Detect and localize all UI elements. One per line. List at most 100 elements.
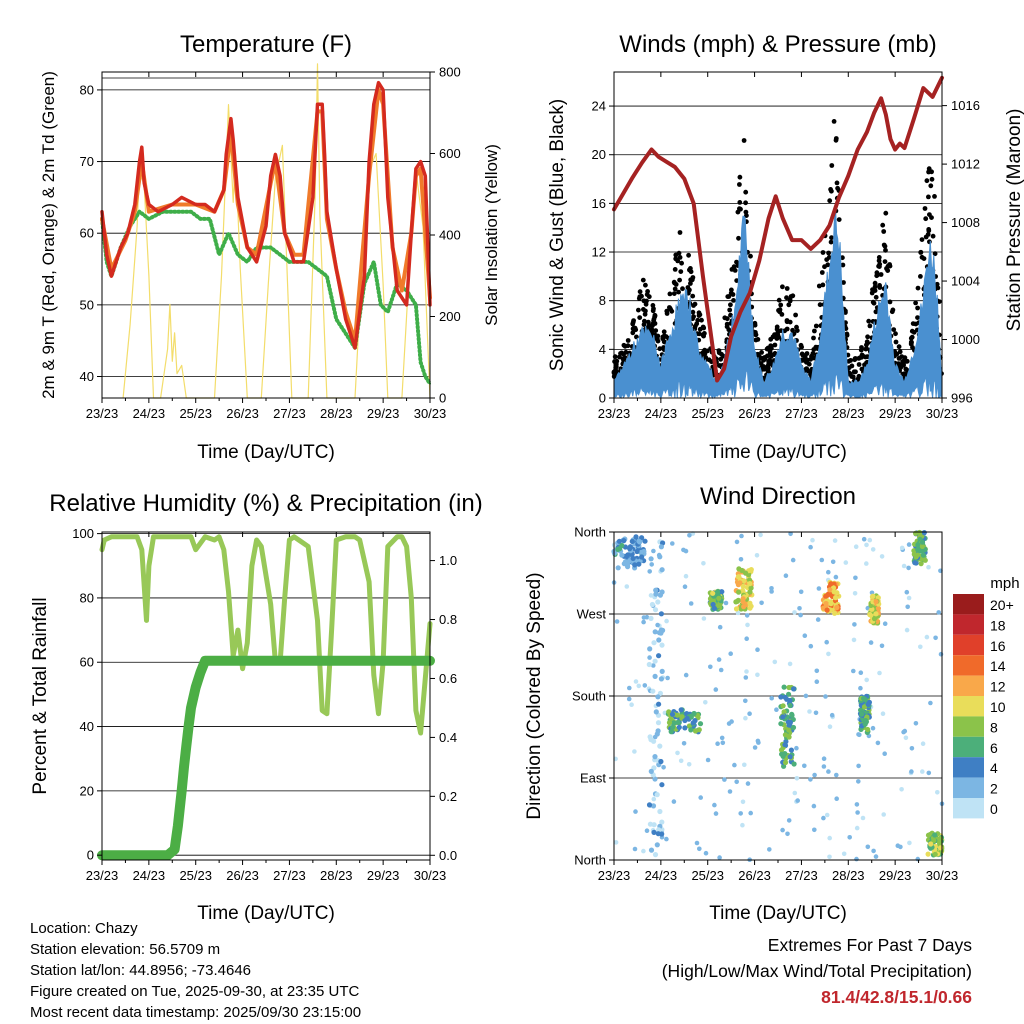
- direction-point: [708, 664, 713, 670]
- direction-point: [864, 561, 869, 566]
- humidity-xtick-label: 30/23: [414, 868, 447, 883]
- direction-point: [740, 799, 746, 805]
- gust-point: [887, 299, 893, 305]
- humidity-ytick-label: 20: [80, 783, 94, 798]
- gust-point: [825, 262, 831, 268]
- direction-point: [843, 560, 849, 565]
- direction-point: [701, 616, 707, 621]
- direction-point: [881, 812, 886, 817]
- direction-point: [743, 715, 748, 721]
- direction-point: [652, 754, 658, 760]
- winds-ytick-label: 4: [599, 342, 606, 357]
- gust-point: [637, 289, 643, 295]
- direction-point: [913, 721, 919, 726]
- gust-point: [640, 277, 646, 283]
- direction-point: [925, 851, 931, 857]
- direction-point: [922, 557, 928, 563]
- direction-point: [675, 719, 681, 726]
- direction-point: [780, 714, 786, 720]
- gust-point: [685, 285, 691, 290]
- direction-point: [824, 607, 830, 613]
- direction-point: [632, 749, 637, 754]
- gust-point: [776, 308, 781, 313]
- direction-point: [781, 709, 787, 715]
- direction-point: [862, 721, 868, 727]
- legend-swatch: [953, 757, 984, 778]
- direction-point: [648, 615, 654, 622]
- gust-point: [736, 235, 741, 241]
- legend-label: 16: [990, 638, 1006, 654]
- gust-point: [817, 302, 823, 308]
- direction-point: [851, 637, 857, 643]
- direction-point: [656, 827, 662, 833]
- direction-point: [686, 762, 692, 767]
- direction-point: [786, 684, 792, 691]
- direction-point: [682, 584, 688, 589]
- gust-point: [897, 349, 903, 355]
- direction-point: [615, 565, 621, 571]
- direction-point: [694, 840, 700, 846]
- direction-point: [879, 643, 885, 649]
- direction-point: [859, 711, 865, 717]
- gust-point: [627, 350, 632, 356]
- direction-point: [719, 735, 725, 741]
- direction-point: [906, 565, 911, 571]
- direction-point: [906, 595, 912, 601]
- direction-point: [861, 704, 868, 710]
- direction-point: [647, 655, 652, 660]
- temperature-y2tick-label: 600: [439, 146, 461, 161]
- direction-point: [786, 691, 792, 697]
- direction-point: [755, 738, 761, 744]
- direction-point: [729, 719, 734, 724]
- direction-point: [754, 553, 760, 558]
- humidity-title: Relative Humidity (%) & Precipitation (i…: [49, 490, 482, 517]
- direction-point: [827, 724, 833, 729]
- direction-point: [713, 811, 719, 816]
- direction-point: [743, 698, 748, 704]
- humidity-xtick-label: 23/23: [86, 868, 119, 883]
- direction-point: [649, 562, 654, 567]
- gust-point: [863, 346, 869, 352]
- direction-point: [652, 776, 658, 782]
- direction-point: [630, 555, 636, 562]
- direction-point: [905, 604, 910, 610]
- direction-point: [682, 725, 688, 731]
- direction-point: [867, 612, 873, 618]
- gust-point: [731, 298, 736, 303]
- direction-point: [782, 751, 788, 757]
- direction-point: [615, 546, 621, 553]
- gust-point: [671, 291, 677, 296]
- legend-label: 0: [990, 801, 998, 817]
- winds-y2tick-label: 1012: [951, 157, 980, 172]
- gust-point: [613, 369, 619, 374]
- gust-point: [921, 256, 927, 261]
- temperature-y2tick-label: 800: [439, 65, 461, 80]
- gust-point: [813, 323, 819, 329]
- direction-point: [852, 622, 857, 627]
- winds-ytick-label: 8: [599, 293, 606, 308]
- gust-point: [928, 183, 934, 189]
- direction-point: [798, 589, 804, 595]
- winds-y2tick-label: 1016: [951, 98, 980, 113]
- relative-humidity-line: [99, 534, 433, 736]
- direction-point: [755, 672, 760, 678]
- direction-point: [738, 557, 744, 562]
- gust-point: [898, 362, 904, 368]
- direction-point: [769, 586, 774, 591]
- gust-point: [915, 285, 921, 291]
- direction-point: [858, 685, 863, 691]
- temperature-ytick-label: 70: [80, 154, 94, 169]
- direction-point: [621, 538, 627, 544]
- direction-point: [739, 533, 744, 539]
- gust-point: [765, 365, 771, 371]
- direction-point: [821, 756, 827, 761]
- gust-point: [778, 302, 784, 308]
- direction-point: [914, 552, 921, 558]
- gust-point: [787, 297, 793, 303]
- direction-point: [853, 544, 859, 549]
- legend-swatch: [953, 798, 984, 819]
- direction-point: [862, 696, 868, 703]
- gust-point: [932, 194, 937, 199]
- winds-plot: 23/23 24/23 25/23 26/23 27/23 28/23 29/23 30/23…: [592, 71, 980, 421]
- direction-point: [918, 548, 924, 554]
